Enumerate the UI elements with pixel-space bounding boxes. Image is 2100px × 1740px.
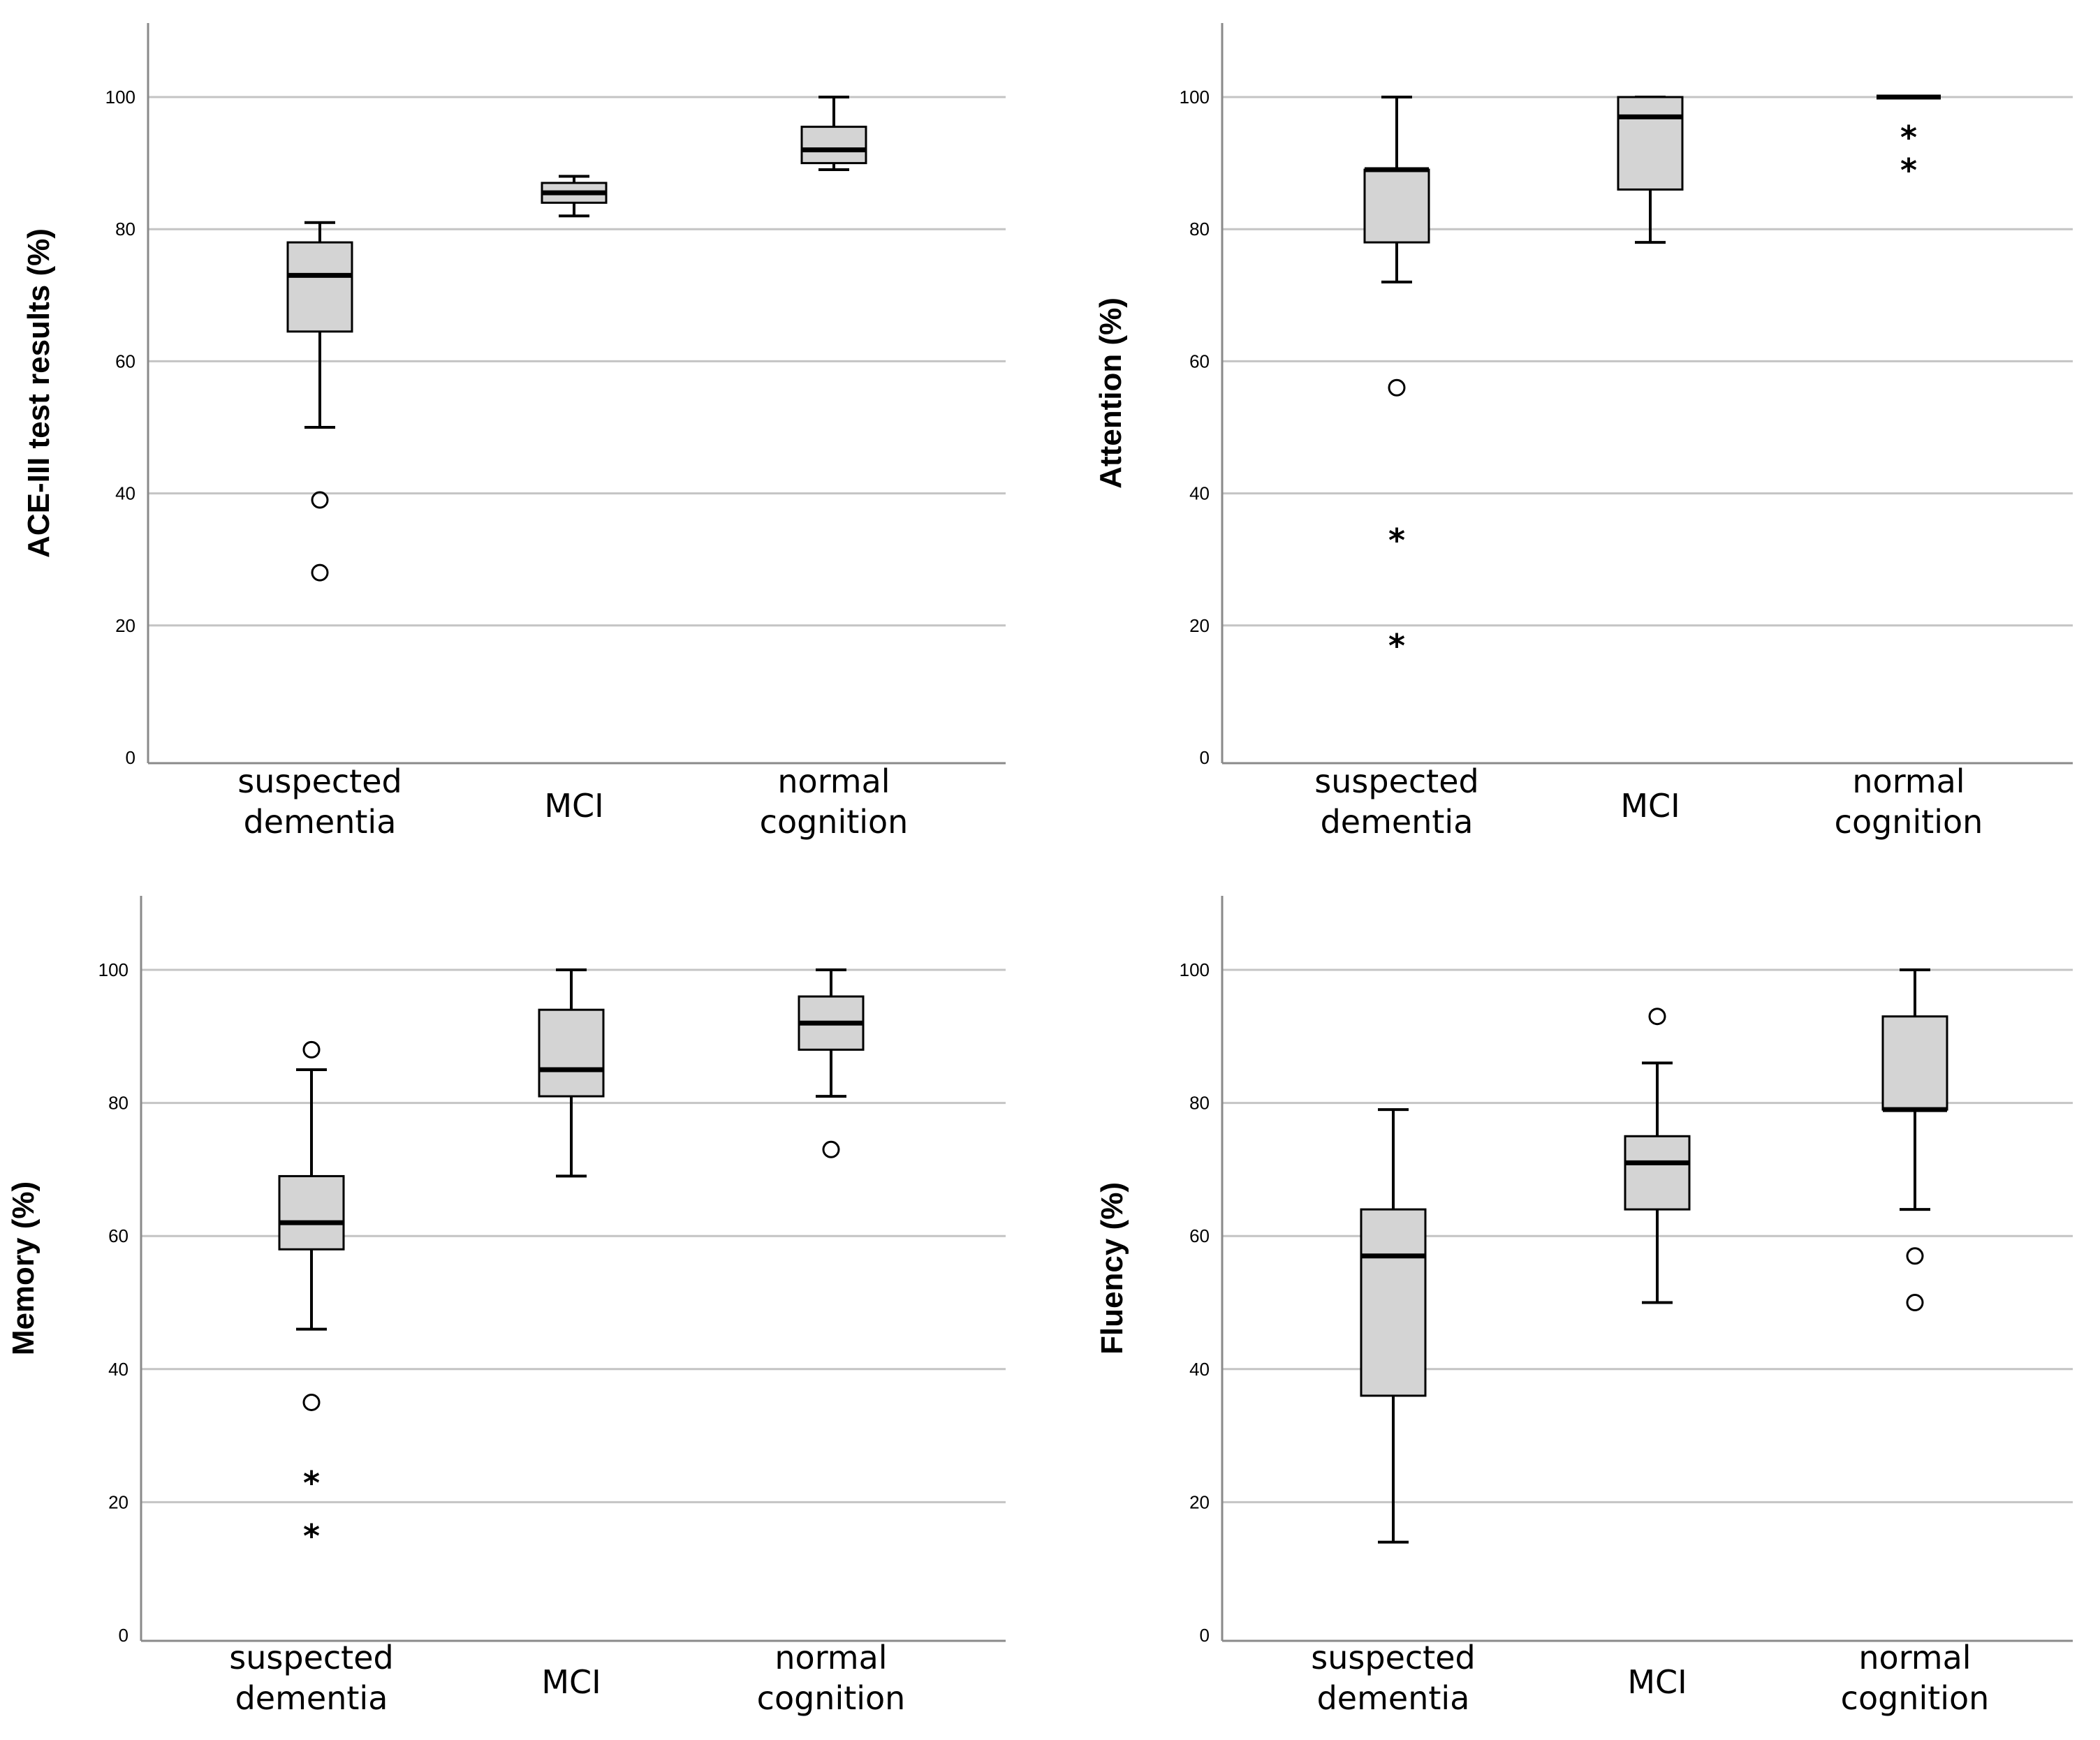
extreme-outlier-point: * [303, 1517, 320, 1555]
outlier-point [1648, 1008, 1666, 1026]
box-group-1: MCI [1624, 1008, 1691, 1701]
y-axis-label: ACE-III test results (%) [22, 228, 56, 558]
outlier-point [302, 1040, 321, 1059]
chart-panel-1: 0 20 40 60 80 100 ACE-III test results (%) susp… [22, 23, 1006, 841]
y-tick-label: 60 [108, 1225, 129, 1246]
y-tick-label: 20 [115, 615, 135, 636]
x-category-label: normal [1852, 762, 1965, 800]
x-category-label: dementia [244, 803, 397, 841]
x-category-label: normal [777, 762, 890, 800]
y-tick-label: 100 [1180, 87, 1210, 108]
outlier-point [1906, 1247, 1924, 1265]
box-iqr [1881, 1015, 1948, 1111]
x-category-label: cognition [760, 803, 909, 841]
y-tick-label: 40 [115, 483, 135, 504]
box-iqr [1617, 96, 1684, 191]
y-tick-label: 60 [115, 351, 135, 371]
box-iqr [538, 1008, 605, 1098]
x-category-label: cognition [1835, 803, 1983, 841]
y-tick-label: 60 [1189, 1225, 1210, 1246]
y-tick-label: 80 [115, 219, 135, 239]
x-category-label: dementia [1317, 1679, 1470, 1717]
outlier-point [302, 1393, 321, 1411]
box-iqr [1363, 168, 1430, 244]
extreme-outlier-point: * [1900, 119, 1917, 156]
x-category-label: dementia [235, 1679, 388, 1717]
y-tick-label: 80 [108, 1093, 129, 1114]
extreme-outlier-point: * [1388, 627, 1405, 665]
x-category-label: cognition [757, 1679, 906, 1717]
y-tick-label: 0 [1200, 1625, 1210, 1646]
box-iqr [278, 1174, 345, 1251]
y-tick-label: 40 [1189, 483, 1210, 504]
y-tick-label: 80 [1189, 1093, 1210, 1114]
y-tick-label: 20 [1189, 615, 1210, 636]
x-category-label: dementia [1321, 803, 1474, 841]
x-category-label: cognition [1841, 1679, 1990, 1717]
outlier-point [822, 1140, 840, 1158]
y-axis-label: Fluency (%) [1095, 1182, 1129, 1355]
y-axis-label: Attention (%) [1094, 297, 1128, 489]
y-tick-label: 0 [119, 1625, 129, 1646]
box-iqr [286, 241, 353, 333]
y-tick-label: 100 [1180, 959, 1210, 980]
box-iqr [1624, 1135, 1691, 1211]
x-category-label: suspected [229, 1639, 393, 1676]
box-group-1: MCI [538, 968, 605, 1701]
x-category-label: MCI [544, 787, 603, 825]
y-tick-label: 100 [98, 959, 129, 980]
box-iqr [800, 126, 867, 165]
x-category-label: MCI [541, 1663, 601, 1701]
y-tick-label: 20 [1189, 1491, 1210, 1512]
chart-panel-3: 0 20 40 60 80 100 Memory (%) * * suspecteddementi… [6, 896, 1006, 1717]
box-group-1: MCI [1617, 96, 1684, 825]
outlier-point [311, 491, 329, 509]
chart-panel-4: 0 20 40 60 80 100 Fluency (%) suspecteddementia… [1095, 896, 2073, 1717]
box-iqr [1360, 1208, 1427, 1397]
y-tick-label: 40 [108, 1359, 129, 1380]
y-tick-label: 100 [105, 87, 135, 108]
y-tick-label: 0 [126, 747, 135, 768]
x-category-label: MCI [1627, 1663, 1687, 1701]
x-category-label: MCI [1620, 787, 1680, 825]
outlier-point [1388, 378, 1406, 397]
extreme-outlier-point: * [303, 1464, 320, 1502]
outlier-point [311, 563, 329, 582]
y-tick-label: 0 [1200, 747, 1210, 768]
y-tick-label: 40 [1189, 1359, 1210, 1380]
y-axis-label: Memory (%) [6, 1181, 41, 1355]
extreme-outlier-point: * [1900, 152, 1917, 189]
box-group-1: MCI [541, 175, 608, 825]
outlier-point [1906, 1294, 1924, 1311]
y-tick-label: 60 [1189, 351, 1210, 371]
x-category-label: suspected [237, 762, 402, 800]
x-category-label: suspected [1311, 1639, 1475, 1676]
x-category-label: normal [774, 1639, 887, 1676]
x-category-label: normal [1858, 1639, 1971, 1676]
y-tick-label: 20 [108, 1491, 129, 1512]
x-category-label: suspected [1314, 762, 1478, 800]
extreme-outlier-point: * [1388, 522, 1405, 559]
y-tick-label: 80 [1189, 219, 1210, 239]
